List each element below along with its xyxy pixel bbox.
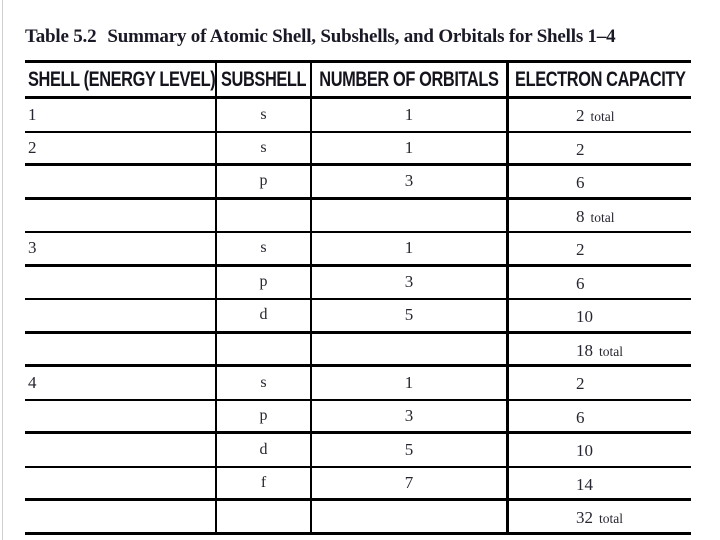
table-title: Table 5.2 Summary of Atomic Shell, Subshe… bbox=[25, 26, 616, 48]
cell-orbitals: 3 bbox=[312, 166, 509, 200]
cell-shell bbox=[25, 501, 217, 535]
cell-orbitals: 1 bbox=[312, 99, 509, 133]
cell-capacity: 10 bbox=[509, 434, 691, 468]
cell-orbitals: 7 bbox=[312, 467, 509, 501]
cell-orbitals: 1 bbox=[312, 233, 509, 267]
cell-capacity: 6 bbox=[509, 401, 691, 434]
cell-subshell: s bbox=[217, 367, 312, 401]
cell-orbitals bbox=[312, 333, 509, 367]
cell-subshell bbox=[217, 501, 312, 535]
cell-shell bbox=[25, 333, 217, 367]
cell-orbitals: 5 bbox=[312, 300, 509, 334]
capacity-note: total bbox=[599, 343, 623, 359]
cell-capacity: 6 bbox=[509, 166, 691, 200]
cell-subshell: d bbox=[217, 300, 312, 334]
cell-orbitals bbox=[312, 501, 509, 535]
cell-shell bbox=[25, 467, 217, 501]
capacity-value: 2 bbox=[576, 374, 585, 393]
cell-shell: 1 bbox=[25, 99, 217, 133]
cell-subshell: f bbox=[217, 467, 312, 501]
cell-subshell: p bbox=[217, 400, 312, 434]
capacity-value: 2 bbox=[576, 139, 585, 159]
cell-subshell: d bbox=[217, 434, 312, 468]
cell-shell bbox=[25, 266, 217, 300]
capacity-value: 2 bbox=[576, 106, 585, 125]
capacity-value: 6 bbox=[576, 173, 585, 192]
cell-shell: 4 bbox=[25, 367, 217, 401]
cell-capacity: 32 total bbox=[509, 501, 691, 535]
cell-capacity: 2 bbox=[509, 367, 691, 401]
cell-shell: 2 bbox=[25, 132, 217, 166]
cell-orbitals: 1 bbox=[312, 132, 509, 166]
capacity-value: 18 bbox=[576, 340, 593, 360]
cell-orbitals: 5 bbox=[312, 434, 509, 468]
capacity-value: 32 bbox=[576, 508, 593, 527]
cell-subshell: s bbox=[217, 132, 312, 166]
cell-capacity: 2 bbox=[509, 133, 691, 166]
cell-capacity: 2 bbox=[509, 233, 691, 267]
cell-shell bbox=[25, 400, 217, 434]
capacity-value: 6 bbox=[576, 273, 585, 293]
cell-subshell: p bbox=[217, 266, 312, 300]
cell-shell bbox=[25, 166, 217, 200]
column-header-subshell: SUBSHELL bbox=[217, 63, 312, 99]
cell-subshell: s bbox=[217, 233, 312, 267]
capacity-value: 8 bbox=[576, 206, 585, 226]
cell-subshell bbox=[217, 199, 312, 233]
table-title-text: Summary of Atomic Shell, Subshells, and … bbox=[107, 26, 616, 47]
cell-shell: 3 bbox=[25, 233, 217, 267]
cell-capacity: 2 total bbox=[509, 99, 691, 133]
capacity-value: 10 bbox=[576, 441, 593, 460]
cell-orbitals bbox=[312, 199, 509, 233]
summary-table: SHELL (ENERGY LEVEL) SUBSHELL NUMBER OF … bbox=[25, 60, 691, 535]
cell-subshell: s bbox=[217, 99, 312, 133]
cell-orbitals: 3 bbox=[312, 266, 509, 300]
capacity-value: 10 bbox=[576, 307, 593, 326]
cell-capacity: 10 bbox=[509, 300, 691, 334]
cell-shell bbox=[25, 300, 217, 334]
cell-capacity: 8 total bbox=[509, 200, 691, 233]
column-header-orbitals: NUMBER OF ORBITALS bbox=[312, 63, 509, 99]
cell-subshell bbox=[217, 333, 312, 367]
capacity-value: 6 bbox=[576, 407, 585, 427]
cell-orbitals: 1 bbox=[312, 367, 509, 401]
cell-shell bbox=[25, 199, 217, 233]
capacity-note: total bbox=[599, 511, 623, 526]
cell-capacity: 6 bbox=[509, 267, 691, 300]
capacity-note: total bbox=[590, 109, 615, 124]
page-edge-line bbox=[2, 0, 3, 540]
capacity-value: 14 bbox=[576, 474, 593, 494]
cell-shell bbox=[25, 434, 217, 468]
column-header-shell: SHELL (ENERGY LEVEL) bbox=[25, 63, 217, 99]
cell-capacity: 14 bbox=[509, 468, 691, 501]
cell-subshell: p bbox=[217, 166, 312, 200]
capacity-value: 2 bbox=[576, 240, 585, 259]
cell-orbitals: 3 bbox=[312, 400, 509, 434]
cell-capacity: 18 total bbox=[509, 334, 691, 367]
table-title-label: Table 5.2 bbox=[25, 26, 97, 47]
column-header-capacity: ELECTRON CAPACITY bbox=[509, 63, 691, 99]
capacity-note: total bbox=[590, 209, 615, 225]
